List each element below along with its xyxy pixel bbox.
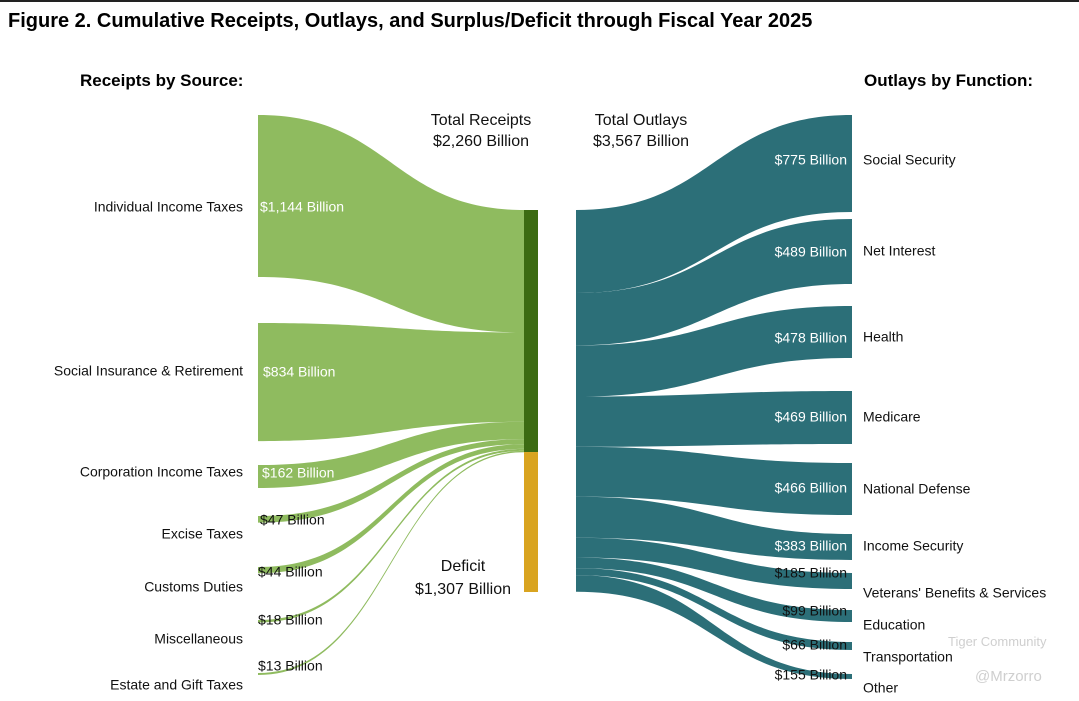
outlay-flow-national-defense bbox=[576, 446, 852, 515]
receipt-flow-excise-taxes bbox=[258, 439, 524, 523]
receipt-value-miscellaneous: $18 Billion bbox=[258, 612, 323, 628]
receipt-value-estate-and-gift-taxes: $13 Billion bbox=[258, 658, 323, 674]
outlay-value-medicare: $469 Billion bbox=[775, 409, 847, 425]
outlay-flow-transportation bbox=[576, 568, 852, 650]
receipt-flow-miscellaneous bbox=[258, 448, 524, 623]
outlay-flow-education bbox=[576, 557, 852, 622]
receipt-flow-customs-duties bbox=[258, 444, 524, 574]
receipt-label-excise-taxes: Excise Taxes bbox=[162, 526, 243, 542]
total-outlays-label: Total Outlays bbox=[595, 112, 687, 129]
receipt-value-individual-income-taxes: $1,144 Billion bbox=[260, 199, 344, 215]
outlay-value-health: $478 Billion bbox=[775, 330, 847, 346]
receipts-header: Receipts by Source: bbox=[80, 71, 244, 90]
receipt-flow-social-insurance-and-retirement bbox=[258, 323, 524, 442]
total-receipts-bar bbox=[524, 210, 538, 453]
total-outlays-value: $3,567 Billion bbox=[593, 133, 689, 150]
outlay-value-education: $99 Billion bbox=[782, 603, 847, 619]
outlay-value-other: $155 Billion bbox=[775, 667, 847, 683]
outlay-value-national-defense: $466 Billion bbox=[775, 480, 847, 496]
receipt-value-customs-duties: $44 Billion bbox=[258, 564, 323, 580]
outlay-label-net-interest: Net Interest bbox=[863, 243, 935, 259]
receipt-label-social-insurance-and-retirement: Social Insurance & Retirement bbox=[54, 363, 243, 379]
top-rule bbox=[0, 0, 1079, 2]
outlay-flow-medicare bbox=[576, 391, 852, 447]
outlay-flow-net-interest bbox=[576, 219, 852, 346]
watermark-community: Tiger Community bbox=[948, 634, 1047, 649]
outlay-value-social-security: $775 Billion bbox=[775, 152, 847, 168]
outlay-value-net-interest: $489 Billion bbox=[775, 244, 847, 260]
outlay-flow-social-security bbox=[576, 115, 852, 293]
outlay-label-education: Education bbox=[863, 617, 925, 633]
receipt-label-estate-and-gift-taxes: Estate and Gift Taxes bbox=[110, 677, 243, 693]
outlay-flow-income-security bbox=[576, 496, 852, 560]
outlay-label-health: Health bbox=[863, 329, 903, 345]
receipt-flow-corporation-income-taxes bbox=[258, 421, 524, 488]
outlay-flow-other bbox=[576, 575, 852, 679]
deficit-value: $1,307 Billion bbox=[415, 581, 511, 598]
watermark-handle: @Mrzorro bbox=[975, 668, 1042, 685]
receipt-label-individual-income-taxes: Individual Income Taxes bbox=[94, 199, 243, 215]
outlay-flow-health bbox=[576, 306, 852, 397]
receipt-flow-estate-and-gift-taxes bbox=[258, 450, 524, 675]
receipt-value-corporation-income-taxes: $162 Billion bbox=[262, 465, 334, 481]
outlay-label-medicare: Medicare bbox=[863, 409, 921, 425]
deficit-label: Deficit bbox=[441, 558, 486, 575]
receipt-label-miscellaneous: Miscellaneous bbox=[154, 631, 243, 647]
receipt-value-social-insurance-and-retirement: $834 Billion bbox=[263, 364, 335, 380]
deficit-bar bbox=[524, 452, 538, 592]
outlay-label-veterans-benefits-and-services: Veterans' Benefits & Services bbox=[863, 585, 1046, 601]
outlay-label-national-defense: National Defense bbox=[863, 481, 971, 497]
receipt-value-excise-taxes: $47 Billion bbox=[260, 512, 325, 528]
outlay-label-other: Other bbox=[863, 680, 898, 696]
outlays-header: Outlays by Function: bbox=[864, 71, 1034, 90]
outlay-value-transportation: $66 Billion bbox=[782, 637, 847, 653]
receipt-flow-individual-income-taxes bbox=[258, 115, 524, 333]
outlay-value-income-security: $383 Billion bbox=[775, 538, 847, 554]
outlay-flow-veterans-benefits-and-services bbox=[576, 537, 852, 589]
total-receipts-value: $2,260 Billion bbox=[433, 133, 529, 150]
outlay-value-veterans-benefits-and-services: $185 Billion bbox=[775, 565, 847, 581]
outlay-label-income-security: Income Security bbox=[863, 538, 963, 554]
total-receipts-label: Total Receipts bbox=[431, 112, 532, 129]
receipt-label-customs-duties: Customs Duties bbox=[144, 579, 243, 595]
outlay-label-transportation: Transportation bbox=[863, 649, 953, 665]
figure-title: Figure 2. Cumulative Receipts, Outlays, … bbox=[8, 10, 813, 32]
receipt-label-corporation-income-taxes: Corporation Income Taxes bbox=[80, 464, 243, 480]
outlay-label-social-security: Social Security bbox=[863, 152, 956, 168]
